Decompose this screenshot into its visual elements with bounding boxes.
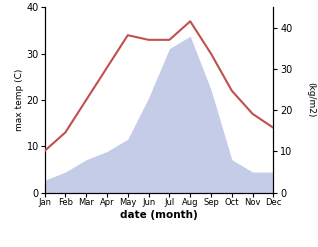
Y-axis label: max temp (C): max temp (C) xyxy=(15,69,24,131)
Y-axis label: med. precipitation
(kg/m2): med. precipitation (kg/m2) xyxy=(307,58,318,142)
X-axis label: date (month): date (month) xyxy=(120,210,198,220)
